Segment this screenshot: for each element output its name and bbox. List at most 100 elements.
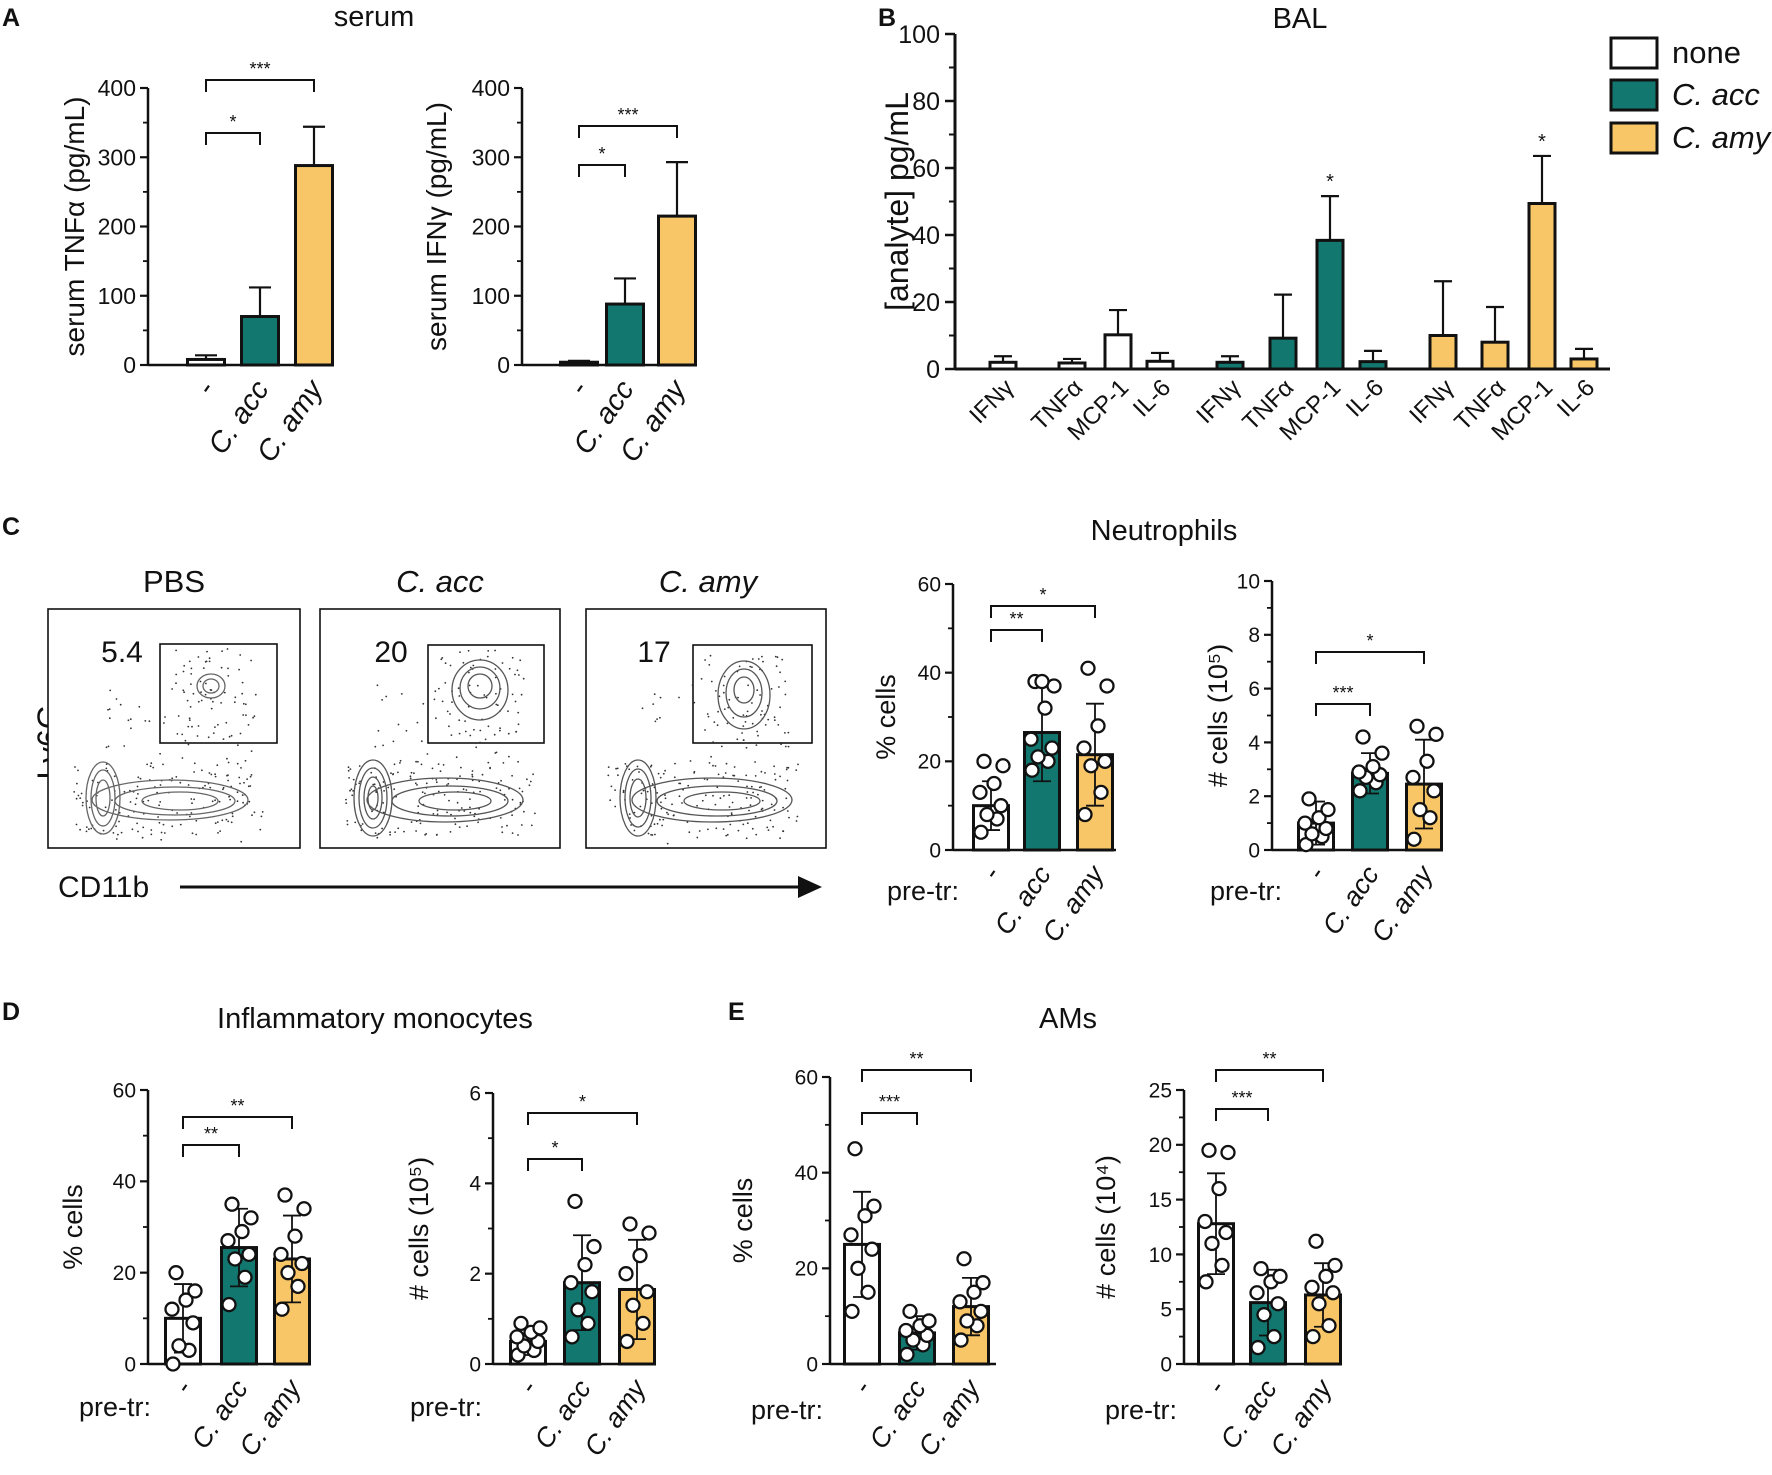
flow-event-dot — [415, 830, 417, 832]
flow-event-dot — [469, 806, 471, 809]
flow-event-dot — [392, 740, 395, 743]
flow-event-dot — [779, 775, 781, 778]
flow-event-dot — [673, 814, 675, 816]
flow-event-dot — [786, 810, 789, 812]
flow-event-dot — [744, 721, 747, 723]
flow-event-dot — [439, 770, 442, 773]
flow-event-dot — [413, 772, 415, 775]
flow-event-dot — [245, 714, 247, 716]
category-label: - — [190, 375, 222, 401]
flow-event-dot — [622, 789, 625, 792]
flow-event-dot — [214, 799, 217, 802]
flow-event-dot — [468, 671, 470, 674]
flow-event-dot — [181, 757, 184, 759]
significance-label: * — [1326, 171, 1334, 193]
data-point — [273, 1246, 289, 1263]
flow-event-dot — [656, 822, 659, 825]
data-point — [178, 1292, 194, 1308]
gate-percent: 17 — [637, 636, 670, 669]
flow-event-dot — [710, 680, 713, 683]
data-point — [850, 1260, 866, 1276]
flow-event-dot — [761, 807, 764, 810]
flow-arrow-head — [798, 876, 822, 898]
monocytes-title: Inflammatory monocytes — [217, 1003, 533, 1035]
y-axis-label: % cells — [58, 1184, 88, 1270]
flow-event-dot — [186, 699, 189, 702]
significance-label: * — [1538, 131, 1546, 153]
panel-a-title: serum — [334, 1, 415, 33]
flow-event-dot — [424, 792, 426, 795]
flow-event-dot — [226, 648, 229, 650]
flow-event-dot — [77, 794, 80, 797]
flow-event-dot — [345, 798, 347, 801]
flow-event-dot — [239, 732, 242, 735]
category-label: IL-6 — [1128, 374, 1176, 422]
flow-event-dot — [501, 826, 503, 828]
flow-event-dot — [97, 781, 99, 784]
flow-event-dot — [715, 690, 717, 692]
flow-event-dot — [425, 782, 428, 785]
data-point — [966, 1284, 982, 1300]
flow-event-dot — [417, 760, 419, 763]
y-tick-label: 20 — [918, 751, 941, 774]
flow-event-dot — [462, 788, 465, 791]
flow-event-dot — [217, 832, 219, 834]
flow-event-dot — [764, 772, 766, 774]
flow-event-dot — [456, 801, 459, 804]
panel-letter-d: D — [2, 998, 20, 1026]
flow-event-dot — [728, 794, 731, 797]
flow-event-dot — [205, 682, 207, 685]
data-point — [899, 1346, 915, 1363]
flow-event-dot — [417, 805, 420, 808]
flow-event-dot — [659, 696, 662, 699]
flow-event-dot — [376, 836, 379, 839]
flow-event-dot — [726, 722, 729, 725]
data-point — [953, 1332, 969, 1348]
flow-event-dot — [726, 833, 729, 836]
flow-event-dot — [501, 662, 504, 664]
flow-event-dot — [455, 756, 458, 759]
flow-event-dot — [656, 718, 658, 720]
flow-event-dot — [436, 809, 439, 812]
flow-event-dot — [529, 780, 532, 783]
flow-event-dot — [182, 670, 185, 673]
flow-event-dot — [105, 746, 108, 749]
y-tick-label: 200 — [472, 214, 510, 240]
flow-event-dot — [75, 797, 78, 800]
bar — [988, 360, 1018, 371]
flow-event-dot — [756, 689, 759, 692]
data-point — [902, 1303, 918, 1320]
flow-event-dot — [397, 771, 399, 774]
data-point — [952, 1294, 968, 1310]
flow-event-dot — [784, 693, 787, 696]
flow-event-dot — [389, 833, 391, 836]
flow-event-dot — [751, 658, 754, 660]
flow-event-dot — [400, 693, 403, 695]
flow-event-dot — [209, 786, 212, 789]
flow-event-dot — [661, 824, 663, 827]
legend: none C. acc C. amy — [1609, 35, 1772, 155]
flow-event-dot — [500, 779, 502, 782]
flow-event-dot — [409, 775, 412, 778]
flow-event-dot — [410, 771, 413, 774]
data-point — [1405, 769, 1421, 786]
flow-event-dot — [652, 703, 655, 705]
flow-event-dot — [374, 832, 377, 834]
y-tick-label: 100 — [472, 283, 510, 309]
y-axis-label: % cells — [871, 674, 901, 760]
flow-event-dot — [773, 765, 775, 768]
flow-event-dot — [241, 681, 244, 684]
flow-event-dot — [653, 823, 656, 826]
data-point — [1426, 783, 1442, 799]
flow-event-dot — [479, 729, 482, 732]
data-point — [563, 1275, 579, 1291]
flow-event-dot — [617, 774, 619, 777]
legend-swatch-none — [1609, 36, 1659, 70]
flow-event-dot — [437, 763, 440, 765]
data-point — [625, 1297, 641, 1313]
flow-event-dot — [520, 693, 523, 696]
flow-event-dot — [609, 799, 612, 802]
data-point — [274, 1301, 290, 1317]
flow-event-dot — [719, 797, 722, 800]
flow-event-dot — [190, 673, 193, 675]
